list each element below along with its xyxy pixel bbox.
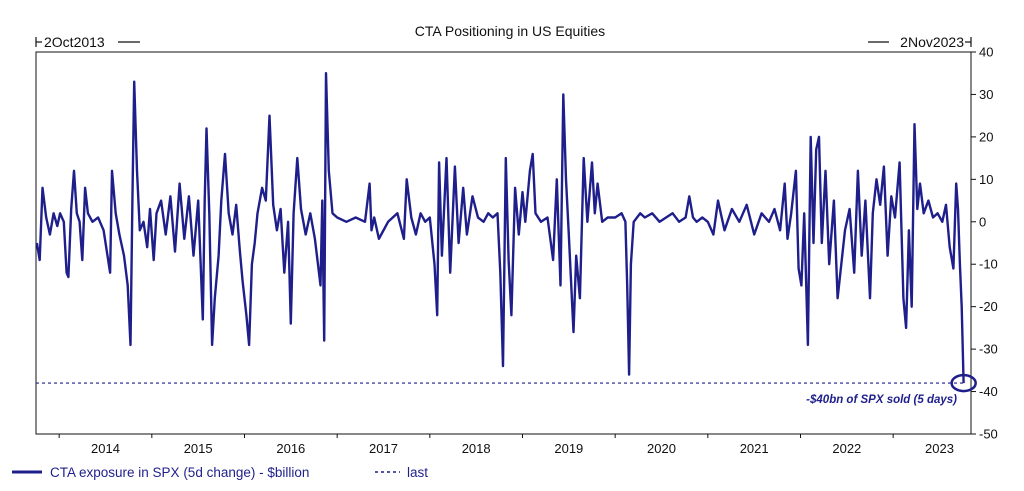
legend-label-last: last	[407, 465, 428, 480]
y-axis: 40 30 20 10 0 -10 -20 -30 -40 -50	[971, 45, 998, 442]
y-tick-label: -20	[979, 299, 998, 314]
annotation-text: -$40bn of SPX sold (5 days)	[806, 394, 957, 406]
cta-exposure-series-line	[35, 72, 965, 384]
x-tick-label: 2022	[832, 441, 861, 456]
x-tick-label: 2018	[462, 441, 491, 456]
x-tick-label: 2019	[554, 441, 583, 456]
x-tick-label: 2020	[647, 441, 676, 456]
x-tick-label: 2023	[925, 441, 954, 456]
range-end-label: 2Nov2023	[900, 34, 964, 50]
y-tick-label: 30	[979, 87, 993, 102]
legend: CTA exposure in SPX (5d change) - $billi…	[12, 465, 428, 480]
date-range-markers: 2Oct2013 2Nov2023	[35, 34, 972, 50]
y-tick-label: 20	[979, 129, 993, 144]
x-tick-label: 2017	[369, 441, 398, 456]
range-start-label: 2Oct2013	[44, 34, 105, 50]
x-tick-label: 2014	[91, 441, 120, 456]
x-tick-label: 2016	[276, 441, 305, 456]
y-tick-label: 40	[979, 45, 993, 60]
y-tick-label: -10	[979, 257, 998, 272]
y-tick-label: 0	[979, 214, 986, 229]
x-tick-label: 2015	[184, 441, 213, 456]
plot-frame	[35, 51, 972, 435]
last-value-highlight-circle	[950, 373, 977, 393]
y-tick-label: -40	[979, 384, 998, 399]
legend-label-series: CTA exposure in SPX (5d change) - $billi…	[50, 465, 309, 480]
x-tick-label: 2021	[740, 441, 769, 456]
y-tick-label: -30	[979, 342, 998, 357]
chart-title: CTA Positioning in US Equities	[415, 23, 605, 39]
y-tick-label: 10	[979, 172, 993, 187]
x-axis: 2014 2015 2016 2017 2018 2019 2020 2021 2022 2023	[58, 434, 954, 456]
y-tick-label: -50	[979, 427, 998, 442]
